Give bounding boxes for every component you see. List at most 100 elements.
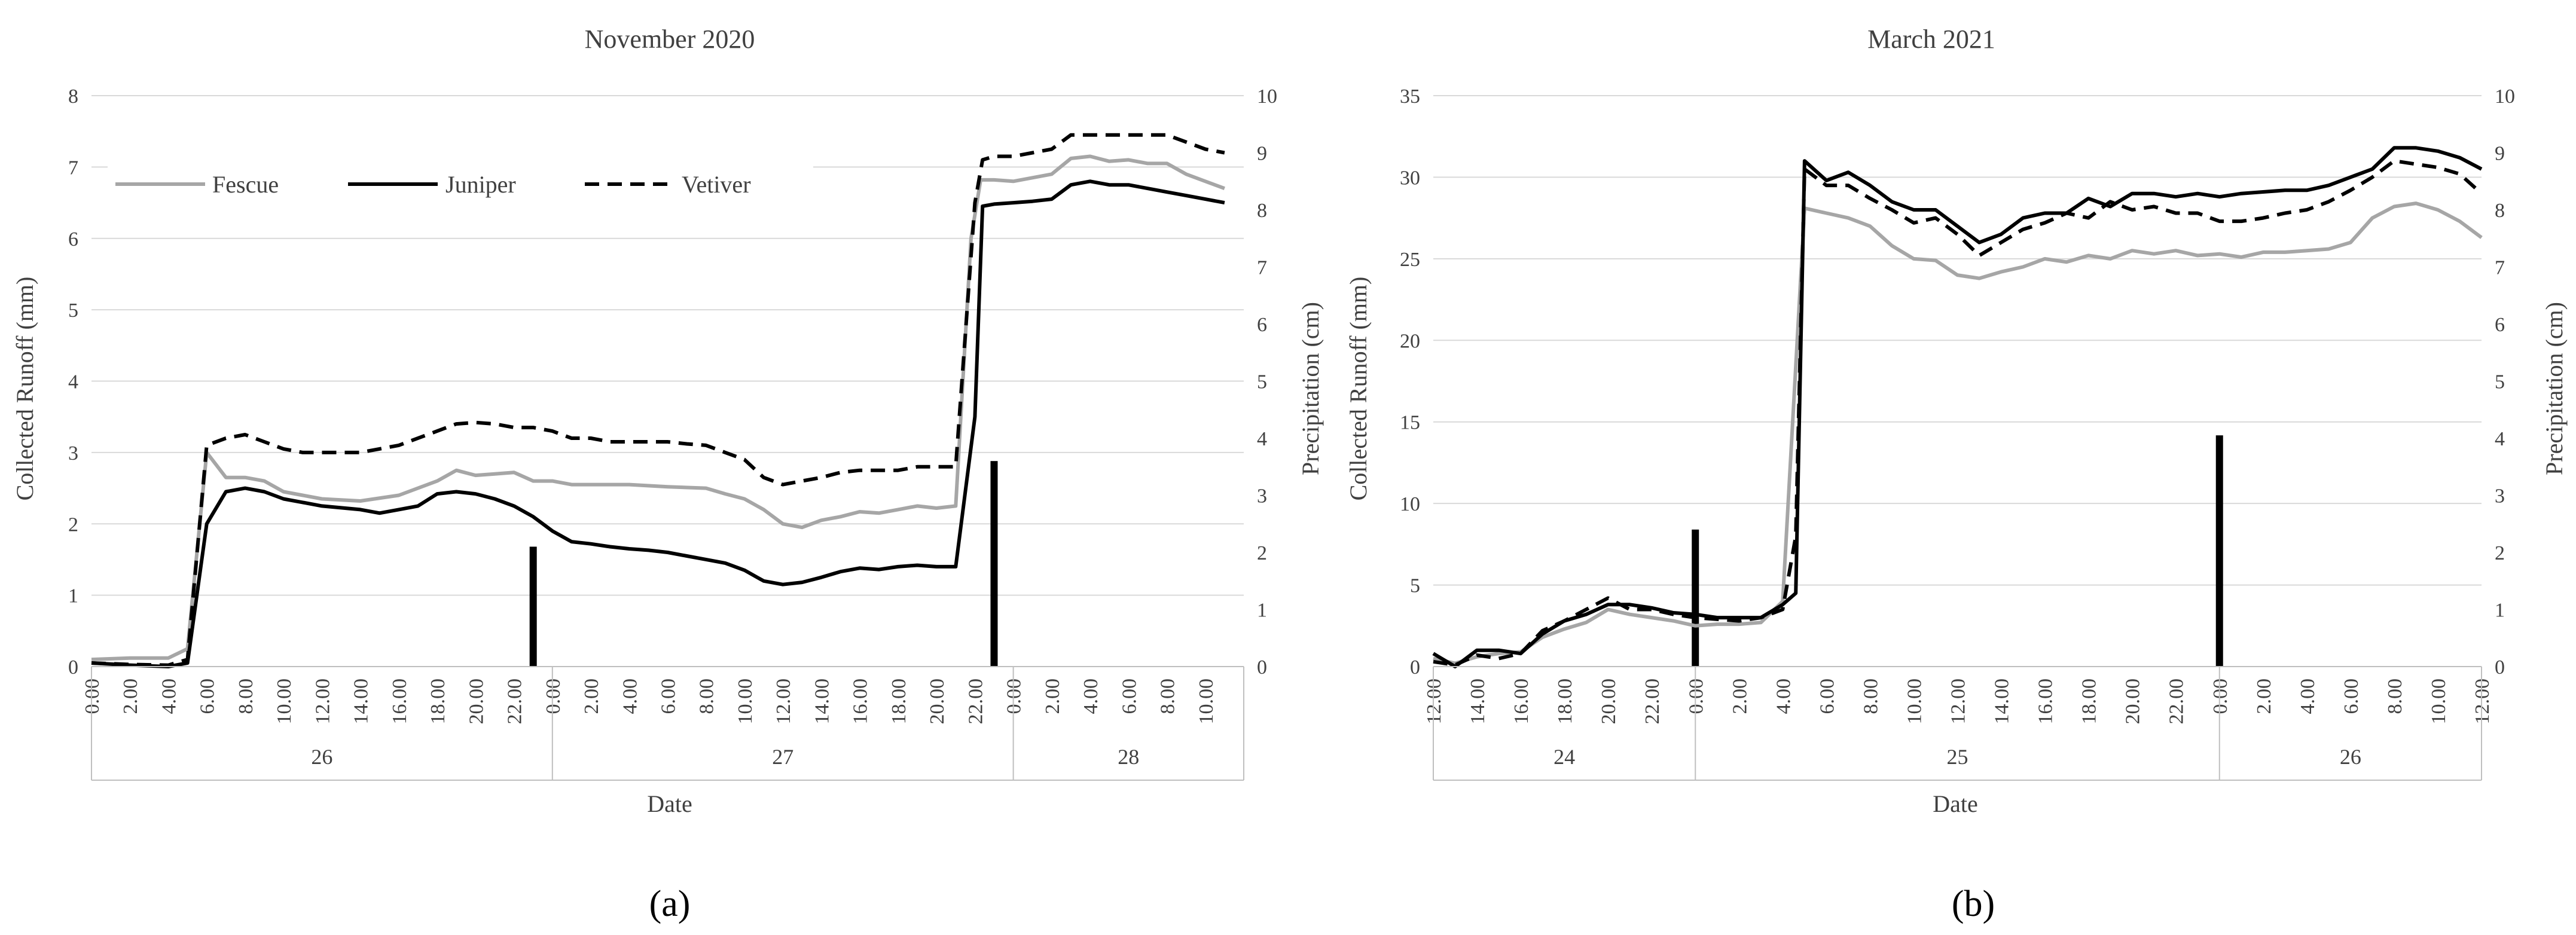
x-tick-label: 4.00 (1080, 679, 1102, 714)
series-line-juniper (1432, 146, 2483, 668)
y-tick-label-left: 20 (1400, 330, 1420, 352)
y-axis-label-right: Precipitation (cm) (1297, 302, 1324, 475)
x-tick-label: 0.00 (81, 679, 103, 714)
series-line-vetiver (1433, 159, 2483, 667)
y-tick-label-left: 8 (68, 85, 78, 108)
x-tick-label: 0.00 (542, 679, 564, 714)
y-tick-label-right: 1 (1257, 600, 1267, 622)
y-tick-label-right: 0 (2495, 656, 2505, 679)
y-tick-label-right: 8 (2495, 200, 2505, 222)
x-tick-label: 18.00 (1554, 679, 1576, 725)
x-tick-label: 10.00 (1195, 679, 1217, 725)
x-tick-label: 14.00 (1467, 679, 1489, 725)
x-tick-label: 2.00 (2253, 679, 2275, 714)
x-tick-label: 2.00 (1729, 679, 1751, 714)
x-tick-label: 4.00 (2297, 679, 2319, 714)
y-tick-label-right: 2 (1257, 542, 1267, 564)
x-tick-label: 4.00 (619, 679, 641, 714)
x-tick-label: 10.00 (2428, 679, 2450, 725)
y-tick-label-left: 35 (1400, 85, 1420, 108)
y-tick-label-right: 9 (2495, 143, 2505, 165)
y-tick-label-right: 5 (1257, 371, 1267, 393)
x-tick-label: 20.00 (465, 679, 487, 725)
x-tick-label: 8.00 (696, 679, 718, 714)
y-tick-label-left: 0 (68, 656, 78, 679)
panel-label: (a) (649, 884, 691, 924)
precipitation-bar (1692, 529, 1699, 667)
x-tick-label: 18.00 (2078, 679, 2101, 725)
y-tick-label-left: 3 (68, 442, 78, 465)
y-tick-label-right: 9 (1257, 143, 1267, 165)
y-tick-label-right: 6 (2495, 314, 2505, 336)
x-tick-label: 4.00 (158, 679, 180, 714)
x-axis-label: Date (647, 790, 692, 817)
x-tick-label: 0.00 (1003, 679, 1025, 714)
y-tick-label-left: 2 (68, 514, 78, 536)
x-tick-label: 8.00 (2384, 679, 2406, 714)
y-tick-label-left: 0 (1410, 656, 1420, 679)
x-tick-label: 8.00 (1157, 679, 1179, 714)
chart-november-2020: November 2020 0 1 2 3 4 5 6 7 8 0 1 2 3 4 5 6 7 8 9 10 0.00 2… (11, 25, 1324, 924)
y-tick-label-left: 25 (1400, 249, 1420, 271)
y-axis-label-left: Collected Runoff (mm) (11, 277, 38, 501)
legend-background (108, 166, 813, 203)
x-tick-label: 22.00 (504, 679, 526, 725)
x-tick-label: 6.00 (1118, 679, 1140, 714)
x-tick-label: 2.00 (1042, 679, 1064, 714)
day-label: 28 (1118, 745, 1139, 769)
series-line-fescue (91, 154, 1225, 662)
y-tick-label-right: 3 (1257, 485, 1267, 508)
x-tick-label: 14.00 (1991, 679, 2013, 725)
x-tick-label: 6.00 (197, 679, 219, 714)
y-tick-label-right: 3 (2495, 485, 2505, 508)
y-tick-label-left: 15 (1400, 412, 1420, 434)
y-tick-label-right: 4 (2495, 428, 2505, 450)
y-tick-label-right: 0 (1257, 656, 1267, 679)
x-tick-label: 14.00 (811, 679, 833, 725)
precipitation-bar (990, 461, 998, 667)
x-tick-label: 14.00 (350, 679, 373, 725)
x-tick-label: 8.00 (235, 679, 257, 714)
y-tick-label-right: 10 (2495, 85, 2515, 108)
day-label: 26 (2340, 745, 2361, 769)
series-line-juniper (91, 179, 1225, 668)
y-tick-label-left: 30 (1400, 167, 1420, 189)
day-label: 25 (1947, 745, 1968, 769)
chart-march-2021: March 2021 0 5 10 15 20 25 30 35 0 1 2 3 4 5 6 7 8 9 10 12.… (1345, 25, 2568, 924)
legend-label-juniper: Juniper (445, 171, 516, 198)
y-tick-label-left: 5 (68, 300, 78, 322)
x-tick-label: 2.00 (120, 679, 142, 714)
x-tick-label: 6.00 (658, 679, 680, 714)
x-tick-label: 12.00 (1948, 679, 1970, 725)
y-tick-label-right: 7 (1257, 257, 1267, 279)
x-tick-label: 18.00 (888, 679, 910, 725)
x-tick-label: 4.00 (1772, 679, 1794, 714)
precipitation-bar (529, 546, 537, 667)
x-tick-label: 0.00 (1685, 679, 1707, 714)
y-tick-label-right: 6 (1257, 314, 1267, 336)
x-tick-label: 12.00 (312, 679, 334, 725)
day-label: 27 (772, 745, 793, 769)
x-tick-label: 20.00 (926, 679, 948, 725)
x-tick-label: 16.00 (850, 679, 872, 725)
x-tick-label: 22.00 (1641, 679, 1664, 725)
y-tick-label-left: 10 (1400, 493, 1420, 515)
y-axis-label-right: Precipitation (cm) (2541, 302, 2568, 475)
day-label: 26 (311, 745, 332, 769)
x-tick-label: 16.00 (2035, 679, 2057, 725)
y-tick-label-left: 5 (1410, 575, 1420, 597)
x-axis-label: Date (1933, 790, 1978, 817)
panel-label: (b) (1952, 884, 1995, 924)
x-tick-label: 12.00 (1423, 679, 1445, 725)
y-tick-label-left: 1 (68, 585, 78, 607)
x-tick-label: 10.00 (734, 679, 756, 725)
x-tick-label: 22.00 (965, 679, 987, 725)
x-tick-label: 0.00 (2209, 679, 2232, 714)
y-tick-label-right: 7 (2495, 257, 2505, 279)
y-tick-label-right: 10 (1257, 85, 1277, 108)
day-label: 24 (1553, 745, 1575, 769)
x-tick-label: 12.00 (773, 679, 795, 725)
y-tick-label-right: 5 (2495, 371, 2505, 393)
series-line-vetiver (91, 133, 1225, 667)
